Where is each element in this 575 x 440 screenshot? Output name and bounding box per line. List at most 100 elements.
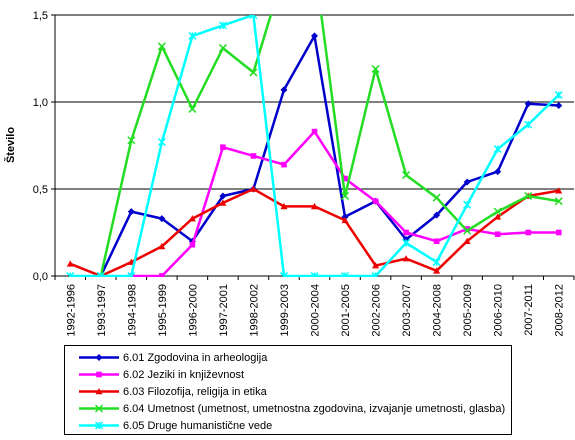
data-point bbox=[127, 208, 135, 216]
legend-item: 6.02 Jeziki in književnost bbox=[65, 366, 511, 383]
data-point bbox=[311, 128, 318, 135]
legend-swatch bbox=[79, 354, 119, 361]
legend-item: 6.05 Druge humanistične vede bbox=[65, 417, 511, 434]
data-point bbox=[494, 168, 502, 176]
data-point bbox=[493, 144, 502, 154]
data-point bbox=[433, 211, 441, 219]
x-tick-label: 2006-2010 bbox=[493, 284, 505, 337]
data-point bbox=[342, 175, 348, 182]
data-point bbox=[249, 68, 258, 77]
data-point bbox=[463, 200, 472, 209]
x-tick-label: 1996-2000 bbox=[187, 284, 199, 337]
data-point bbox=[219, 192, 227, 200]
data-point bbox=[493, 207, 502, 216]
data-point bbox=[555, 187, 563, 194]
x-tick-label: 2007-2011 bbox=[523, 284, 535, 336]
x-tick-label: 2001-2005 bbox=[340, 284, 352, 337]
x-tick-label: 2004-2008 bbox=[432, 284, 444, 337]
y-axis: 0,0 0,5 1,0 1,5 bbox=[33, 10, 55, 283]
x-tick-label: 2008-2012 bbox=[554, 284, 566, 337]
legend-item: 6.04 Umetnost (umetnost, umetnostna zgod… bbox=[65, 400, 511, 417]
data-point bbox=[280, 86, 288, 94]
series-line bbox=[99, 15, 559, 277]
data-point bbox=[157, 42, 166, 51]
data-point bbox=[220, 144, 226, 151]
legend-label: 6.04 Umetnost (umetnost, umetnostna zgod… bbox=[123, 402, 506, 415]
y-tick-label: 1,0 bbox=[33, 97, 48, 109]
data-point bbox=[311, 32, 318, 40]
x-tick-label: 2003-2007 bbox=[401, 284, 413, 337]
data-point bbox=[159, 273, 165, 277]
data-point bbox=[402, 238, 411, 247]
y-tick-label: 1,5 bbox=[33, 10, 48, 22]
data-point bbox=[311, 202, 318, 210]
legend-item: 6.01 Zgodovina in arheologija bbox=[65, 349, 511, 366]
data-point bbox=[402, 255, 410, 262]
x-tick-label: 1994-1998 bbox=[126, 284, 138, 337]
y-tick-label: 0,5 bbox=[33, 184, 48, 196]
data-point bbox=[189, 241, 196, 248]
data-point bbox=[219, 199, 227, 206]
x-tick-label: 1997-2001 bbox=[218, 284, 230, 337]
legend-label: 6.02 Jeziki in književnost bbox=[123, 368, 245, 381]
data-point bbox=[96, 271, 105, 277]
series-3 bbox=[66, 185, 563, 277]
data-point bbox=[494, 231, 501, 238]
x-tick-label: 1999-2003 bbox=[279, 284, 291, 337]
legend-label: 6.03 Filozofija, religija in etika bbox=[123, 385, 267, 398]
x-tick-label: 2000-2004 bbox=[310, 284, 322, 337]
data-point bbox=[158, 215, 166, 223]
data-point bbox=[249, 15, 258, 20]
legend-swatch bbox=[79, 371, 119, 378]
data-point bbox=[280, 202, 288, 210]
data-point bbox=[218, 21, 227, 30]
gridlines bbox=[55, 14, 574, 190]
data-point bbox=[524, 100, 532, 108]
data-point bbox=[188, 104, 197, 113]
data-point bbox=[188, 31, 197, 40]
series-5 bbox=[66, 15, 563, 277]
legend-item: 6.03 Filozofija, religija in etika bbox=[65, 383, 511, 400]
x-tick-label: 2002-2006 bbox=[371, 284, 383, 337]
data-point bbox=[433, 267, 441, 274]
data-point bbox=[463, 178, 471, 186]
data-point bbox=[341, 216, 349, 224]
data-point bbox=[402, 171, 411, 180]
y-axis-title: Število bbox=[4, 127, 17, 163]
data-point bbox=[188, 215, 196, 222]
legend-swatch bbox=[79, 388, 119, 395]
data-point bbox=[157, 137, 166, 147]
data-point bbox=[555, 101, 563, 109]
data-point bbox=[524, 191, 533, 200]
data-point bbox=[555, 229, 562, 236]
data-point bbox=[371, 64, 380, 73]
x-tick-label: 1992-1996 bbox=[65, 284, 77, 337]
series-layer bbox=[66, 15, 563, 277]
y-tick-label: 0,0 bbox=[33, 271, 48, 283]
data-point bbox=[372, 262, 380, 269]
data-point bbox=[432, 258, 441, 267]
data-point bbox=[340, 191, 350, 200]
data-point bbox=[554, 91, 563, 100]
legend-swatch bbox=[79, 421, 119, 430]
data-point bbox=[158, 242, 166, 250]
data-point bbox=[279, 271, 289, 277]
legend-label: 6.05 Druge humanistične vede bbox=[123, 419, 273, 432]
data-point bbox=[218, 44, 227, 53]
data-point bbox=[310, 271, 319, 277]
data-point bbox=[281, 161, 287, 168]
x-tick-label: 1995-1999 bbox=[157, 284, 169, 337]
data-point bbox=[127, 136, 136, 145]
data-point bbox=[372, 198, 379, 204]
x-tick-label: 2005-2009 bbox=[462, 284, 474, 337]
data-point bbox=[494, 213, 502, 220]
data-point bbox=[66, 260, 74, 267]
data-point bbox=[463, 226, 472, 235]
data-point bbox=[432, 193, 441, 202]
legend-label: 6.01 Zgodovina in arheologija bbox=[123, 351, 268, 364]
data-point bbox=[524, 120, 533, 129]
data-point bbox=[340, 271, 350, 277]
x-axis: 1992-1996 1993-1997 1994-1998 1995-1999 1996… bbox=[54, 276, 575, 337]
data-point bbox=[403, 229, 409, 236]
data-point bbox=[525, 229, 532, 236]
